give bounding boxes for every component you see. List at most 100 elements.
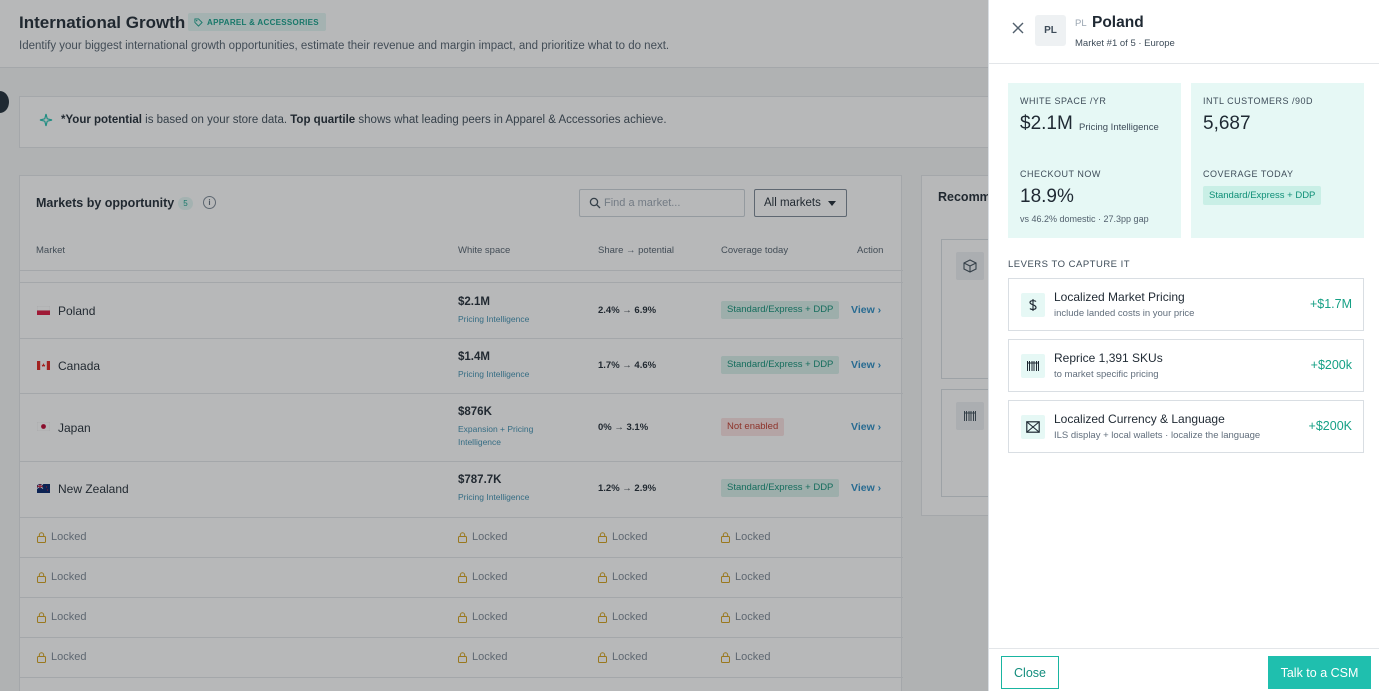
lock-icon [37,651,46,663]
white-space-source: Pricing Intelligence [458,369,530,379]
locked-cell: Locked [458,571,507,583]
column-header-market: Market [36,245,66,256]
lock-icon [721,611,730,623]
view-market-link[interactable]: View › [851,304,882,316]
locked-row: Locked Locked Locked Locked [20,518,903,558]
market-filter-dropdown[interactable]: All markets [754,189,847,217]
locked-row: Locked Locked Locked Locked [20,598,903,638]
column-header-action: Action [857,245,884,256]
stat-coverage: COVERAGE TODAY Standard/Express + DDP [1191,156,1364,238]
lock-icon [37,571,46,583]
locked-cell: Locked [37,611,86,623]
view-market-link[interactable]: View › [851,359,882,371]
market-filter-label: All markets [764,197,821,209]
coverage-badge: Standard/Express + DDP [721,301,840,319]
lever-name: Localized Market Pricing [1054,290,1185,304]
market-name: Canada [58,359,101,373]
share-potential: 1.2% → 2.9% [598,483,657,494]
potential-note-text: *Your potential is based on your store d… [61,114,667,126]
lock-icon [37,611,46,623]
locked-cell: Locked [721,611,770,623]
divider [20,270,903,271]
info-icon[interactable]: i [203,196,216,209]
japan-flag-icon [37,422,50,431]
new-zealand-flag-icon [37,484,50,493]
view-market-link[interactable]: View › [851,482,882,494]
table-row[interactable]: New Zealand $787.7K Pricing Intelligence… [20,462,903,518]
table-row[interactable]: Canada $1.4M Pricing Intelligence 1.7% →… [20,339,903,394]
table-row[interactable]: Japan $876K Expansion + Pricing Intellig… [20,394,903,462]
locked-cell: Locked [37,651,86,663]
sparkle-icon [39,113,53,127]
stat-value: 18.9% [1020,186,1074,207]
close-button[interactable]: Close [1001,656,1059,689]
poland-flag-icon [37,306,50,315]
market-name: Poland [58,304,96,318]
lever-description: include landed costs in your price [1054,308,1195,319]
divider [989,63,1379,64]
view-market-link[interactable]: View › [851,421,882,433]
lever-currency-language[interactable]: Localized Currency & Language ILS displa… [1008,400,1364,453]
locked-row: Locked Locked Locked Locked [20,558,903,598]
share-potential: 2.4% → 6.9% [598,305,657,316]
stat-white-space: WHITE SPACE /YR $2.1M Pricing Intelligen… [1008,83,1181,165]
category-badge-label: APPAREL & ACCESSORIES [207,17,319,27]
stat-label: INTL CUSTOMERS /90D [1203,96,1314,106]
lock-icon [458,571,467,583]
drawer-subtitle: Market #1 of 5 · Europe [1075,38,1175,49]
modal-overlay[interactable] [0,0,988,691]
stat-label: WHITE SPACE /YR [1020,96,1107,106]
locked-cell: Locked [721,651,770,663]
market-name: New Zealand [58,482,129,496]
share-potential: 0% → 3.1% [598,422,649,433]
locked-cell: Locked [721,571,770,583]
lock-icon [598,571,607,583]
lever-amount: +$200k [1310,358,1352,372]
country-code-avatar: PL [1035,15,1066,46]
talk-to-csm-button[interactable]: Talk to a CSM [1268,656,1371,689]
locked-cell: Locked [598,651,647,663]
locked-cell: Locked [458,531,507,543]
lock-icon [598,531,607,543]
share-potential: 1.7% → 4.6% [598,360,657,371]
lever-localized-pricing[interactable]: Localized Market Pricing include landed … [1008,278,1364,331]
lock-icon [458,531,467,543]
divider [989,648,1379,649]
lock-icon [598,651,607,663]
drawer-title: Poland [1092,14,1144,31]
locked-cell: Locked [458,651,507,663]
markets-card: Markets by opportunity 5 i All markets M… [19,175,903,691]
white-space-source: Pricing Intelligence [458,314,530,324]
locked-cell: Locked [598,571,647,583]
market-search[interactable] [579,189,745,217]
stat-intl-customers: INTL CUSTOMERS /90D 5,687 [1191,83,1364,165]
stat-label: COVERAGE TODAY [1203,169,1294,179]
barcode-icon [956,402,984,430]
locked-cell: Locked [721,531,770,543]
currency-exchange-icon [1021,415,1045,439]
locked-cell: Locked [598,611,647,623]
lock-icon [721,651,730,663]
lever-name: Localized Currency & Language [1054,412,1225,426]
white-space-source: Pricing Intelligence [458,492,530,502]
white-space-value: $787.7K [458,474,502,486]
stat-value: $2.1M [1020,113,1073,134]
coverage-badge: Standard/Express + DDP [721,479,840,497]
lock-icon [37,531,46,543]
market-search-input[interactable] [604,194,740,212]
sidebar-toggle-handle[interactable] [0,91,9,113]
country-code-label: PL [1075,18,1087,29]
levers-heading: LEVERS TO CAPTURE IT [1008,259,1131,270]
white-space-value: $2.1M [458,296,490,308]
lock-icon [458,611,467,623]
close-icon[interactable] [1011,21,1025,35]
tag-icon [194,17,203,27]
lever-description: to market specific pricing [1054,369,1159,380]
lever-name: Reprice 1,391 SKUs [1054,351,1163,365]
market-detail-drawer: PL PL Poland Market #1 of 5 · Europe WHI… [988,0,1379,691]
divider [20,282,903,283]
table-row[interactable]: Poland $2.1M Pricing Intelligence 2.4% →… [20,283,903,339]
lever-reprice-skus[interactable]: Reprice 1,391 SKUs to market specific pr… [1008,339,1364,392]
market-count-badge: 5 [178,197,193,210]
lever-amount: +$200K [1308,419,1352,433]
